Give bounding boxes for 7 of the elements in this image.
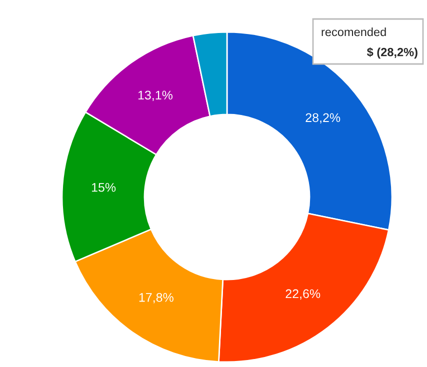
slice-label: recomended — [322, 28, 386, 36]
data-label: 15% — [92, 183, 116, 192]
data-label: 17,8% — [139, 292, 174, 304]
text: $ (28,2%) — [366, 47, 418, 59]
data-label: 13,1% — [138, 90, 172, 102]
data-label: 28,2% — [306, 113, 340, 124]
data-label: 22,6% — [286, 289, 320, 300]
